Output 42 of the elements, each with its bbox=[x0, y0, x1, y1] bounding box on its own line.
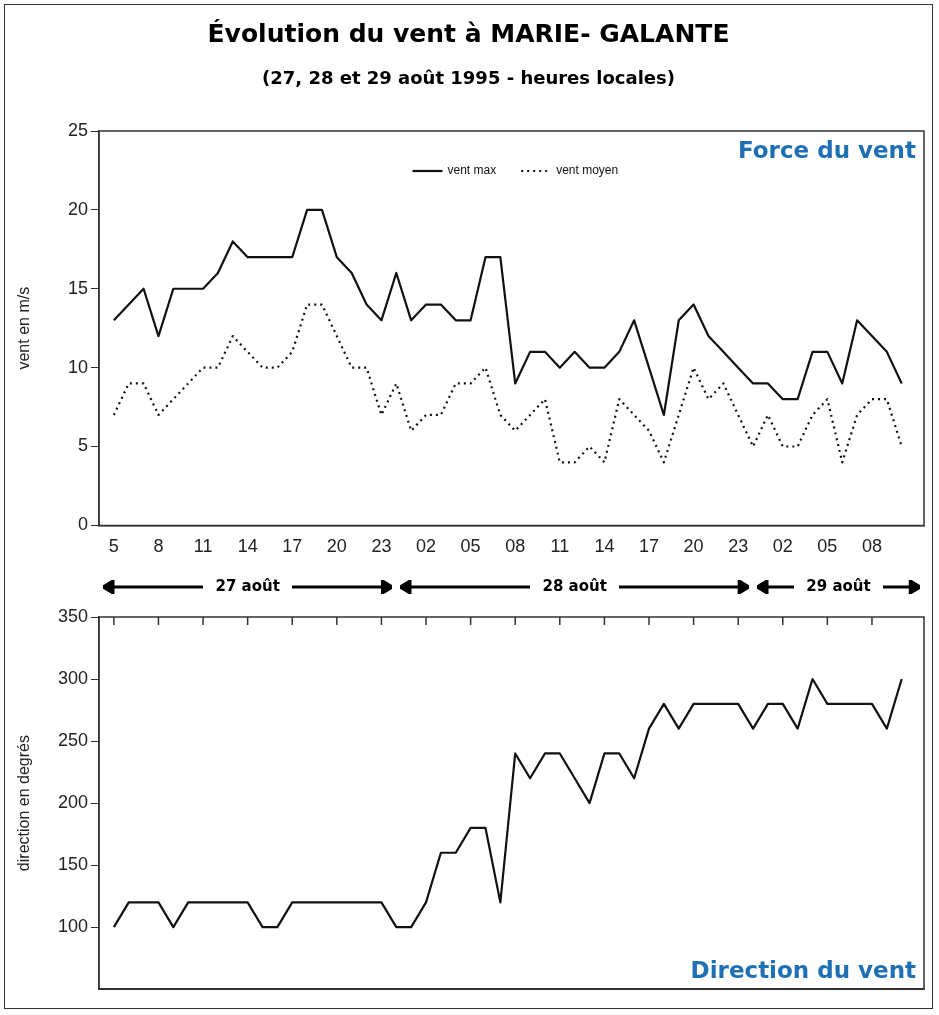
x-tick-label: 5 bbox=[108, 536, 119, 557]
x-tick-label: 05 bbox=[817, 536, 838, 557]
x-tick-label: 17 bbox=[282, 536, 303, 557]
annotation: Force du vent bbox=[738, 137, 916, 164]
x-tick-label: 23 bbox=[728, 536, 749, 557]
x-tick-label: 02 bbox=[416, 536, 437, 557]
y-tick-label: 150 bbox=[57, 854, 88, 875]
y-tick-label: 250 bbox=[57, 730, 88, 751]
text: 27 août bbox=[203, 577, 292, 595]
y-tick-label: 10 bbox=[67, 356, 88, 377]
text: 29 août bbox=[794, 577, 883, 595]
x-tick-label: 05 bbox=[460, 536, 481, 557]
annotation: Direction du vent bbox=[690, 956, 916, 983]
legend-label: vent moyen bbox=[556, 163, 619, 178]
x-tick-label: 20 bbox=[326, 536, 347, 557]
line-series bbox=[112, 303, 903, 464]
y-tick-label: 200 bbox=[57, 792, 88, 813]
y-tick-label: 25 bbox=[67, 119, 88, 140]
x-tick-label: 11 bbox=[193, 536, 213, 557]
y-tick-label: 5 bbox=[77, 435, 88, 456]
y-tick-label: 300 bbox=[57, 668, 88, 688]
x-tick-label: 17 bbox=[638, 536, 660, 557]
x-tick-label: 08 bbox=[861, 536, 882, 557]
x-tick-label: 8 bbox=[153, 536, 164, 557]
x-tick-label: 02 bbox=[772, 536, 793, 557]
y-tick-label: 100 bbox=[57, 916, 88, 937]
x-tick-label: 14 bbox=[594, 536, 615, 557]
text: 28 août bbox=[530, 577, 619, 595]
y-tick-label: 350 bbox=[57, 605, 88, 626]
x-tick-label: 23 bbox=[371, 536, 392, 557]
x-tick-label: 20 bbox=[683, 536, 704, 557]
y-axis-title: vent en m/s bbox=[15, 286, 33, 370]
chart-subtitle: (27, 28 et 29 août 1995 - heures locales) bbox=[261, 67, 676, 88]
x-tick-label: 08 bbox=[505, 536, 526, 557]
x-tick-label: 11 bbox=[550, 536, 570, 557]
y-axis-title: direction en degrés bbox=[15, 735, 33, 872]
x-tick-label: 14 bbox=[237, 536, 258, 557]
chart-title: Évolution du vent à MARIE- GALANTE bbox=[206, 19, 731, 48]
y-tick-label: 0 bbox=[77, 514, 88, 535]
y-tick-label: 15 bbox=[67, 277, 88, 298]
legend-label: vent max bbox=[447, 163, 497, 178]
y-tick-label: 20 bbox=[67, 198, 88, 219]
